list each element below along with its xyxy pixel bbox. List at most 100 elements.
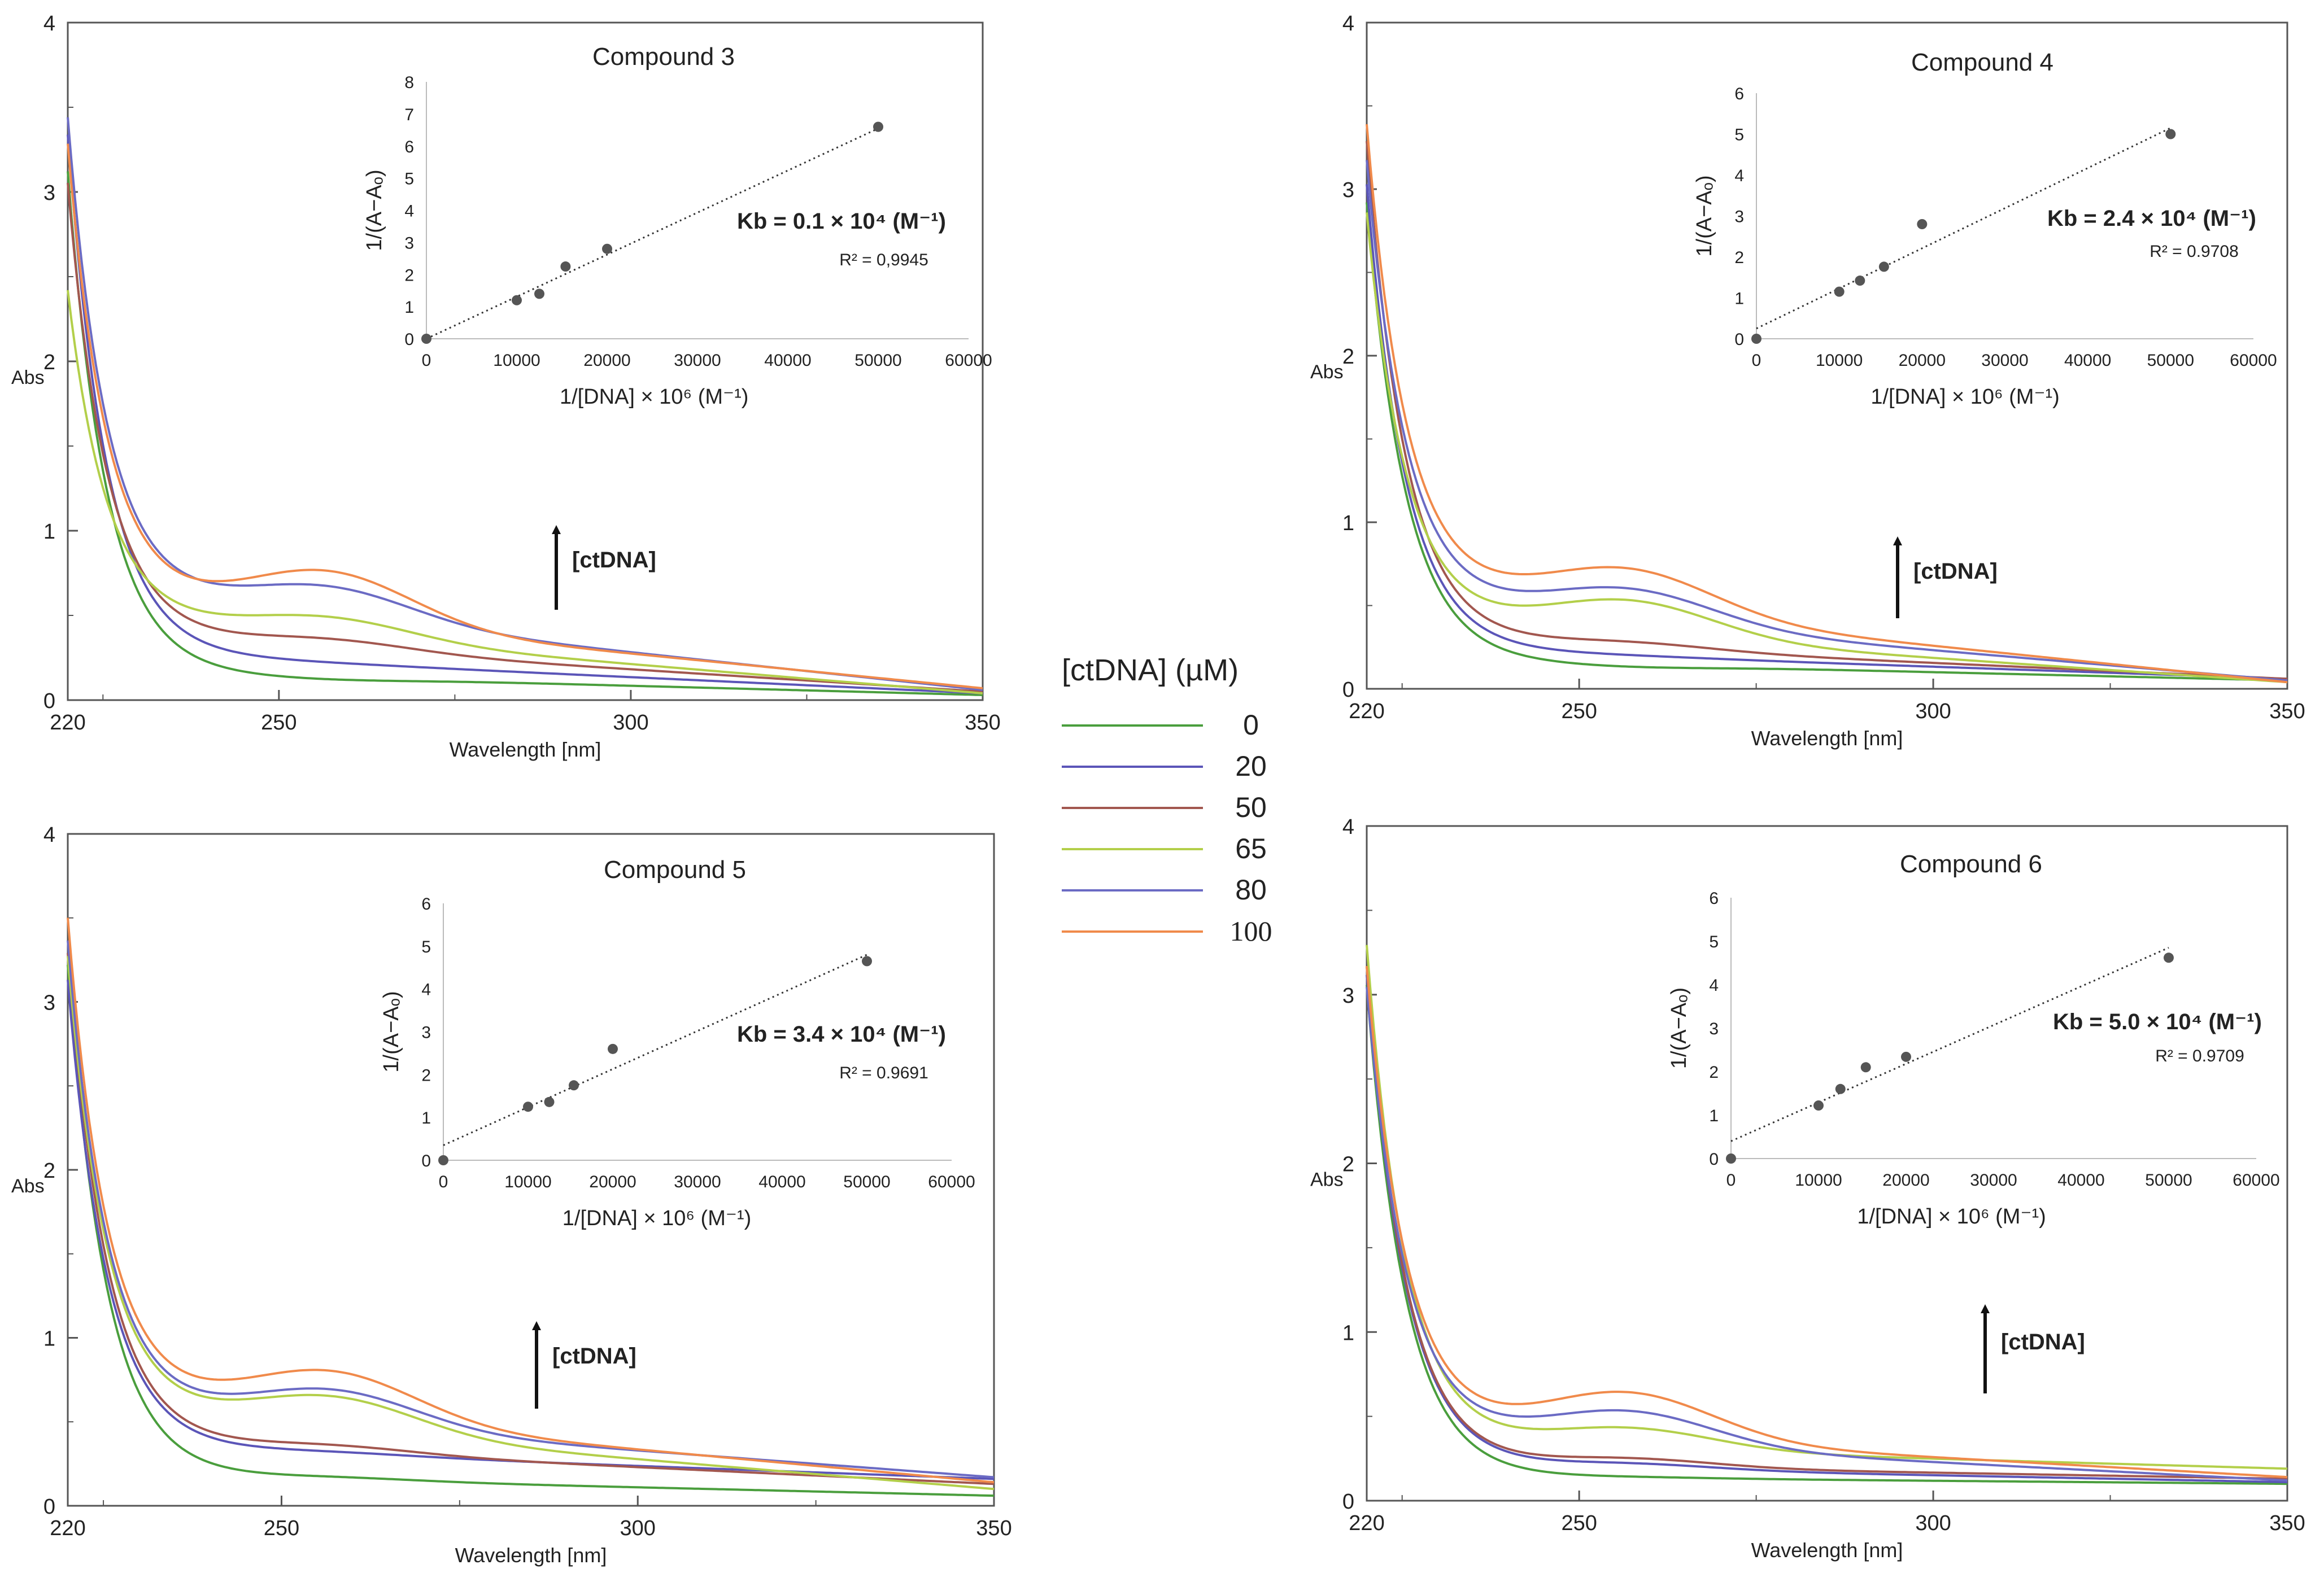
inset-title: Compound 5 [604,856,746,884]
r-squared: R² = 0,9945 [839,251,928,269]
inset-data-point [1860,1062,1871,1073]
inset-x-tick-label: 0 [1752,351,1761,370]
inset-trend-line [1756,127,2171,330]
spectrum-line-100uM [1366,965,2288,1479]
inset-y-tick-label: 5 [1734,126,1744,145]
ctdna-arrow: [ctDNA] [1893,536,1998,618]
inset-y-tick-label: 5 [1709,933,1719,951]
inset-data-point [2165,129,2176,139]
inset-y-tick-label: 2 [404,266,414,285]
inset-data-point [421,334,431,344]
y-axis-label: Abs [11,1175,45,1197]
spectrum-line-0uM [67,171,983,696]
plot-frame [1366,825,2288,1502]
inset-x-tick-label: 10000 [493,351,540,370]
inset-x-tick-label: 40000 [758,1173,805,1191]
inset-y-tick-label: 2 [1734,248,1744,267]
x-tick-label: 300 [613,711,648,735]
x-tick-label: 220 [50,711,85,735]
inset-data-point [1855,276,1865,286]
inset-data-point [1878,261,1889,272]
inset-y-tick-label: 3 [1709,1020,1719,1038]
inset-p3: 0 1 2 3 4 5 6 7 8 0 10000 20000 30000 40000 50000 60000… [363,73,992,409]
inset-data-point [873,121,883,132]
inset-data-point [1726,1153,1736,1164]
arrow-head [1981,1304,1990,1313]
legend-title: [ctDNA] (µM) [1062,653,1239,687]
r-squared: R² = 0.9708 [2149,242,2239,261]
y-tick-label: 4 [1342,815,1354,839]
spectrum-line-0uM [1366,202,2288,682]
inset-y-tick-label: 3 [421,1024,431,1042]
y-tick-label: 1 [43,520,55,544]
arrow-head [1893,536,1902,545]
inset-y-tick-label: 4 [404,202,414,221]
inset-x-tick-label: 60000 [928,1173,975,1191]
x-tick-label: 250 [261,711,297,735]
inset-p5: 0 1 2 3 4 5 6 0 10000 20000 30000 40000 50000 60000 1/… [380,895,975,1230]
spectrum-line-50uM [67,182,983,693]
x-axis-label: Wavelength [nm] [455,1544,607,1567]
y-tick-label: 1 [43,1327,55,1351]
inset-data-point [569,1080,579,1091]
inset-x-tick-label: 20000 [1882,1171,1929,1190]
x-tick-label: 220 [1349,700,1384,723]
y-tick-label: 4 [43,12,55,36]
inset-data-point [608,1043,618,1054]
inset-data-point [438,1155,448,1165]
x-tick-label: 220 [50,1517,85,1540]
y-tick-label: 3 [1342,984,1354,1008]
inset-trend-line [443,954,867,1146]
y-tick-label: 0 [43,689,55,713]
y-tick-label: 3 [43,181,55,205]
spectrum-line-0uM [1366,985,2287,1485]
x-tick-label: 350 [976,1517,1011,1540]
inset-y-tick-label: 4 [1709,976,1719,995]
spectrum-line-20uM [67,980,995,1480]
inset-x-axis-label: 1/[DNA] × 10⁶ (M⁻¹) [560,385,749,409]
inset-x-tick-label: 40000 [2057,1171,2104,1190]
y-tick-label: 3 [43,991,55,1015]
inset-data-point [2164,952,2174,963]
inset-data-point [862,956,872,967]
x-tick-label: 350 [2269,1511,2305,1535]
binding-constant: Kb = 2.4 × 10⁴ (M⁻¹) [2047,206,2256,231]
spectrum-line-50uM [1366,967,2288,1480]
legend-label-65: 65 [1235,833,1267,864]
inset-x-tick-label: 40000 [764,351,811,370]
spectrum-line-20uM [1366,184,2288,680]
spectrum-line-20uM [67,134,983,694]
inset-data-point [1751,334,1761,344]
x-tick-label: 250 [1561,700,1597,723]
inset-y-tick-label: 0 [421,1152,431,1170]
spectrum-line-65uM [67,956,995,1491]
y-tick-label: 2 [43,1159,55,1183]
spectrum-line-100uM [67,917,995,1484]
spectrum-line-100uM [1366,124,2288,684]
inset-x-tick-label: 50000 [854,351,901,370]
inset-y-tick-label: 6 [1734,85,1744,103]
x-tick-label: 220 [1349,1511,1384,1535]
x-tick-label: 350 [965,711,1000,735]
arrow-label: [ctDNA] [2001,1330,2085,1354]
legend-label-100: 100 [1230,915,1272,947]
inset-y-tick-label: 2 [1709,1063,1719,1082]
arrow-head [552,525,561,534]
y-tick-label: 0 [1342,678,1354,702]
r-squared: R² = 0.9709 [2155,1047,2244,1065]
inset-trend-line [426,128,879,340]
inset-p6: 0 1 2 3 4 5 6 0 10000 20000 30000 40000 50000 60000 1/… [1667,889,2280,1229]
arrow-label: [ctDNA] [572,548,656,573]
r-squared: R² = 0.9691 [839,1064,928,1082]
inset-x-tick-label: 0 [422,351,431,370]
inset-x-tick-label: 40000 [2064,351,2111,370]
inset-x-axis-label: 1/[DNA] × 10⁶ (M⁻¹) [1870,385,2060,409]
inset-data-point [1917,219,1928,229]
inset-data-point [523,1102,533,1112]
inset-y-tick-label: 5 [404,170,414,189]
inset-y-tick-label: 7 [404,106,414,124]
y-tick-label: 4 [43,823,55,847]
spectrum-line-65uM [67,290,983,694]
